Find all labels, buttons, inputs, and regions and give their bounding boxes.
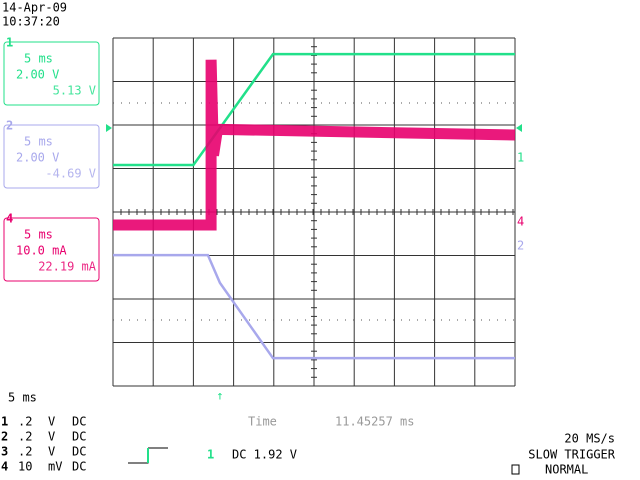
level-marker	[516, 124, 522, 132]
trace-label: 4	[517, 215, 524, 229]
channel-number: 4	[6, 212, 13, 226]
box-scale: 10.0 mA	[16, 244, 67, 258]
date: 14-Apr-09	[2, 1, 67, 15]
box-scale: 2.00 V	[16, 68, 59, 82]
box-timebase: 5 ms	[24, 52, 53, 66]
box-reading: 5.13 V	[53, 84, 96, 98]
box-timebase: 5 ms	[24, 228, 53, 242]
row-unit: mV	[48, 460, 62, 474]
trigger-level: DC 1.92 V	[232, 448, 297, 462]
box-timebase: 5 ms	[24, 135, 53, 149]
box-reading: -4.69 V	[45, 167, 96, 181]
acq-state: NORMAL	[545, 463, 588, 477]
row-coupling: DC	[72, 445, 86, 459]
channel-box	[3, 217, 100, 282]
channel-number: 1	[6, 36, 13, 50]
trace-label: 1	[517, 151, 524, 165]
row-coupling: DC	[72, 460, 86, 474]
state-box	[511, 464, 520, 475]
box-scale: 2.00 V	[16, 151, 59, 165]
channel-box	[3, 41, 100, 106]
row-unit: V	[48, 445, 55, 459]
row-scale: 10	[18, 460, 32, 474]
trace	[113, 253, 515, 360]
level-marker	[106, 124, 112, 132]
trace	[113, 52, 515, 167]
row-channel: 3	[1, 445, 8, 459]
channel-box	[3, 124, 100, 189]
row-unit: V	[48, 415, 55, 429]
trace-label: 2	[517, 239, 524, 253]
row-coupling: DC	[72, 430, 86, 444]
trigger-source: 1	[207, 448, 214, 462]
row-coupling: DC	[72, 415, 86, 429]
row-channel: 4	[1, 460, 8, 474]
sample-rate: 20 MS/s	[564, 432, 615, 446]
trigger-mode: SLOW TRIGGER	[528, 448, 615, 462]
timebase: 5 ms	[8, 391, 37, 405]
row-scale: .2	[18, 415, 32, 429]
clock: 10:37:20	[2, 15, 60, 29]
channel-number: 2	[6, 119, 13, 133]
row-channel: 1	[1, 415, 8, 429]
trigger-position: ↑	[216, 389, 223, 403]
trace	[113, 59, 516, 231]
row-unit: V	[48, 430, 55, 444]
row-scale: .2	[18, 430, 32, 444]
cursor-value: 11.45257 ms	[335, 415, 414, 429]
cursor-label: Time	[248, 415, 277, 429]
row-scale: .2	[18, 445, 32, 459]
row-channel: 2	[1, 430, 8, 444]
box-reading: 22.19 mA	[38, 260, 97, 274]
